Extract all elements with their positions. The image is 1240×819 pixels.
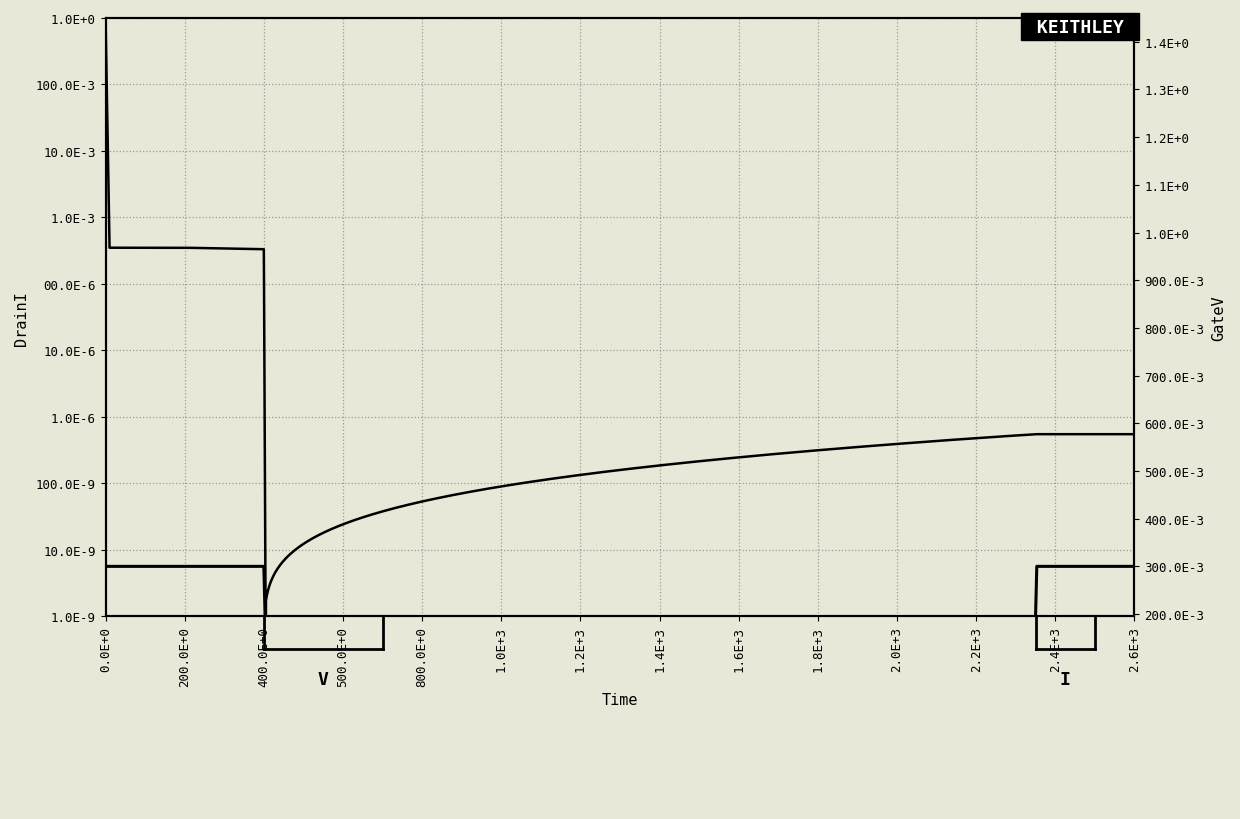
Y-axis label: GateV: GateV	[1211, 295, 1226, 341]
Text: I: I	[1060, 671, 1070, 689]
X-axis label: Time: Time	[601, 692, 639, 707]
Text: V: V	[317, 671, 329, 689]
Text: KEITHLEY: KEITHLEY	[1025, 19, 1135, 37]
Y-axis label: DrainI: DrainI	[14, 291, 29, 345]
